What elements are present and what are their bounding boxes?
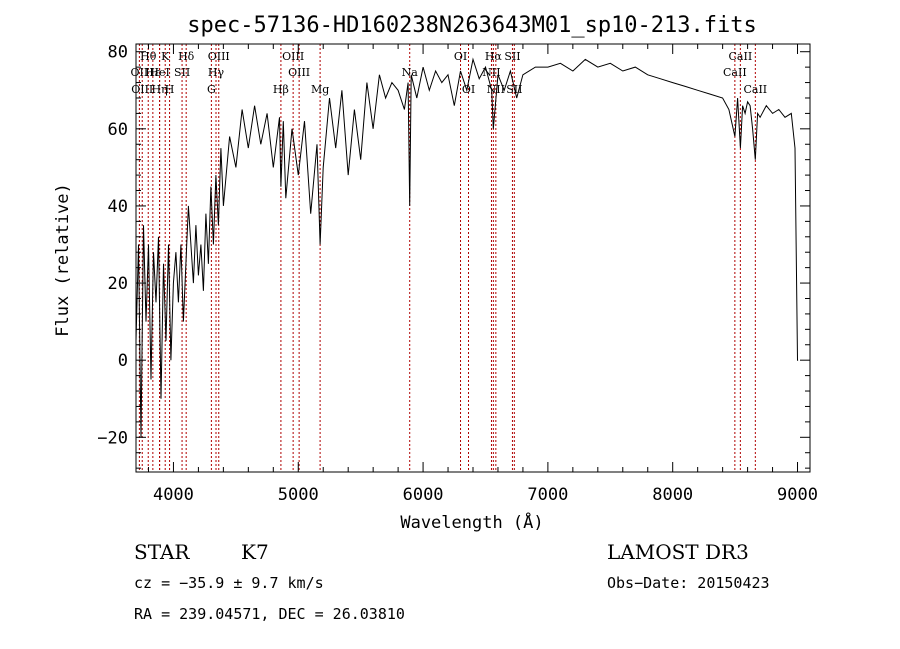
x-tick-label: 6000 [403, 485, 444, 505]
y-tick-label: −20 [97, 428, 128, 448]
line-label-2: OIII [131, 83, 153, 96]
x-tick-label: 9000 [777, 485, 818, 505]
line-label-23: NII [487, 83, 505, 96]
line-label-6: HeI [149, 66, 169, 79]
chart-title: spec-57136-HD160238N263643M01_sp10-213.f… [187, 13, 757, 38]
line-label-14: OIII [282, 50, 304, 63]
line-label-25: CaII [729, 50, 753, 63]
y-tick-label: 40 [108, 197, 128, 217]
y-axis-label: Flux (relative) [53, 183, 73, 337]
line-label-13: Hβ [273, 83, 289, 96]
observation-date: Obs−Date: 20150423 [607, 574, 770, 592]
object-class: STAR [134, 540, 190, 564]
line-label-26: CaII [723, 66, 747, 79]
y-tick-label: 80 [108, 43, 128, 63]
line-label-9: H [165, 83, 175, 96]
survey-name: LAMOST DR3 [607, 540, 749, 564]
y-tick-label: 60 [108, 120, 128, 140]
y-axis-ticks: −20 0 20 40 60 80 [97, 43, 810, 469]
line-label-10: OIII [208, 50, 230, 63]
x-axis-label: Wavelength (Å) [400, 511, 543, 533]
line-label-12: G [207, 83, 216, 96]
redshift-cz: cz = −35.9 ± 9.7 km/s [134, 574, 324, 592]
x-tick-label: 7000 [527, 485, 568, 505]
ra-dec-coordinates: RA = 239.04571, DEC = 26.03810 [134, 605, 405, 623]
line-label-11: Hγ [208, 66, 225, 79]
x-tick-label: 8000 [652, 485, 693, 505]
line-label-27: CaII [743, 83, 767, 96]
line-label-4: Hη [151, 83, 167, 96]
line-label-22: NII [482, 66, 500, 79]
plot-frame [135, 43, 811, 473]
line-label-17: Na [402, 66, 419, 79]
line-label-16: Mg [311, 83, 329, 96]
line-label-19: OI [462, 83, 475, 96]
y-tick-label: 0 [118, 351, 128, 371]
emission-line-markers [138, 44, 756, 472]
line-label-20: Hα [485, 50, 503, 63]
x-tick-label: 5000 [278, 485, 319, 505]
line-label-3: Hε [145, 66, 161, 79]
line-label-8: Hδ [178, 50, 195, 63]
line-label-15: OIII [288, 66, 310, 79]
y-tick-label: 20 [108, 274, 128, 294]
line-label-0: Hθ [140, 50, 157, 63]
line-label-7: SII [174, 66, 190, 79]
spectrum-line [135, 57, 799, 438]
object-subclass: K7 [241, 540, 269, 564]
x-axis-ticks: 4000 5000 6000 7000 8000 9000 [147, 44, 818, 505]
line-label-21: SII [504, 50, 520, 63]
line-label-1: OII [131, 66, 149, 79]
line-label-18: OI [454, 50, 467, 63]
x-tick-label: 4000 [153, 485, 194, 505]
line-label-5: K [161, 50, 170, 63]
emission-line-labels: Hθ OII OIII Hε Hη K HeI SII Hδ H OIII Hγ G Hβ OIII OIII… [131, 50, 768, 96]
